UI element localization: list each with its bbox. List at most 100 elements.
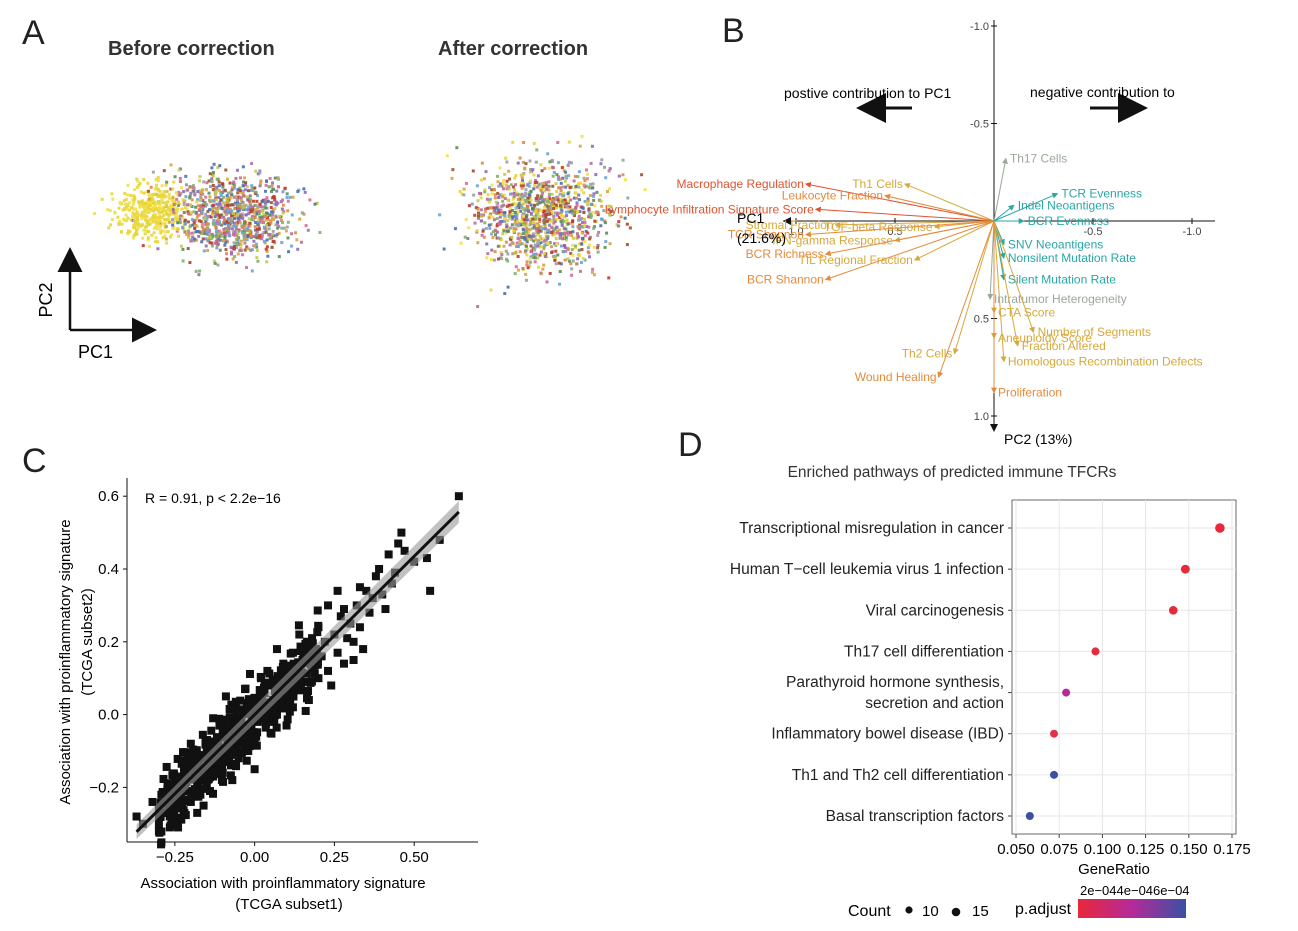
sample-point (563, 219, 567, 223)
sample-point (197, 273, 201, 277)
sample-point (518, 156, 522, 160)
sample-point (584, 168, 588, 172)
sample-point (169, 212, 173, 216)
sample-point (538, 253, 542, 257)
sample-point (558, 282, 562, 286)
sample-point (212, 203, 216, 207)
sample-point (216, 217, 220, 221)
sample-point (268, 236, 272, 240)
sample-point (156, 247, 160, 251)
sample-point (172, 211, 176, 215)
sample-point (160, 197, 164, 201)
sample-point (532, 215, 536, 219)
sample-point (269, 206, 273, 210)
sample-point (528, 167, 532, 171)
sample-point (270, 184, 274, 188)
sample-point (145, 215, 149, 219)
sample-point (181, 198, 185, 202)
sample-point (514, 193, 518, 197)
sample-point (514, 251, 518, 255)
sample-point (227, 227, 231, 231)
sample-point (200, 210, 204, 214)
sample-point (258, 202, 262, 206)
sample-point (176, 217, 180, 221)
sample-point (225, 257, 229, 261)
sample-point (125, 207, 129, 211)
sample-point (576, 257, 580, 261)
sample-point (202, 180, 206, 184)
sample-point (286, 220, 290, 224)
sample-point (175, 207, 179, 211)
sample-point (156, 179, 160, 183)
sample-point (492, 206, 496, 210)
scatter-point (343, 634, 352, 643)
scatter-point (260, 688, 269, 697)
sample-point (513, 211, 517, 215)
sample-point (510, 203, 514, 207)
sample-point (490, 188, 494, 192)
scatter-point (265, 669, 274, 678)
sample-point (485, 242, 489, 246)
legend-count-dot-10 (905, 906, 913, 914)
sample-point (223, 217, 227, 221)
sample-point (245, 185, 249, 189)
sample-point (158, 190, 162, 194)
sample-point (172, 203, 176, 207)
sample-point (269, 221, 273, 225)
sample-point (154, 236, 158, 240)
sample-point (245, 195, 249, 199)
sample-point (224, 240, 228, 244)
sample-point (126, 231, 130, 235)
sample-point (157, 202, 161, 206)
sample-point (559, 244, 563, 248)
sample-point (238, 248, 242, 252)
sample-point (171, 218, 175, 222)
sample-point (106, 208, 110, 212)
sample-point (241, 216, 245, 220)
sample-point (582, 217, 586, 221)
sample-point (134, 223, 138, 227)
sample-point (506, 198, 510, 202)
loading-arrow (804, 181, 995, 222)
sample-point (576, 210, 580, 214)
sample-point (625, 222, 629, 226)
sample-point (143, 232, 147, 236)
sample-point (534, 199, 538, 203)
sample-point (551, 174, 555, 178)
sample-point (508, 192, 512, 196)
sample-point (571, 219, 575, 223)
sample-point (227, 230, 231, 234)
pathway-dot (1025, 812, 1034, 820)
pathway-label: Viral carcinogenesis (866, 602, 1005, 619)
sample-point (242, 227, 246, 231)
sample-point (201, 237, 205, 241)
sample-point (534, 213, 538, 217)
sample-point (270, 233, 274, 237)
sample-point (523, 166, 527, 170)
sample-point (214, 198, 218, 202)
sample-point (248, 229, 252, 233)
sample-point (215, 246, 219, 250)
sample-point (250, 248, 254, 252)
sample-point (522, 141, 526, 145)
scatter-point (454, 492, 463, 501)
sample-point (488, 200, 492, 204)
sample-point (507, 213, 511, 217)
sample-point (521, 160, 525, 164)
scatter-point (217, 733, 226, 742)
biplot-x-tick-label: 0.5 (887, 226, 902, 238)
sample-point (124, 213, 128, 217)
scatter-x-tick-label: 0.00 (240, 849, 269, 866)
sample-point (121, 208, 125, 212)
sample-point (507, 215, 511, 219)
scatter-point (339, 605, 348, 614)
scatter-point (291, 682, 300, 691)
sample-point (615, 223, 619, 227)
sample-point (561, 202, 565, 206)
sample-point (206, 209, 210, 213)
sample-point (184, 195, 188, 199)
sample-point (493, 193, 497, 197)
sample-point (527, 200, 531, 204)
sample-point (238, 221, 242, 225)
sample-point (154, 216, 158, 220)
